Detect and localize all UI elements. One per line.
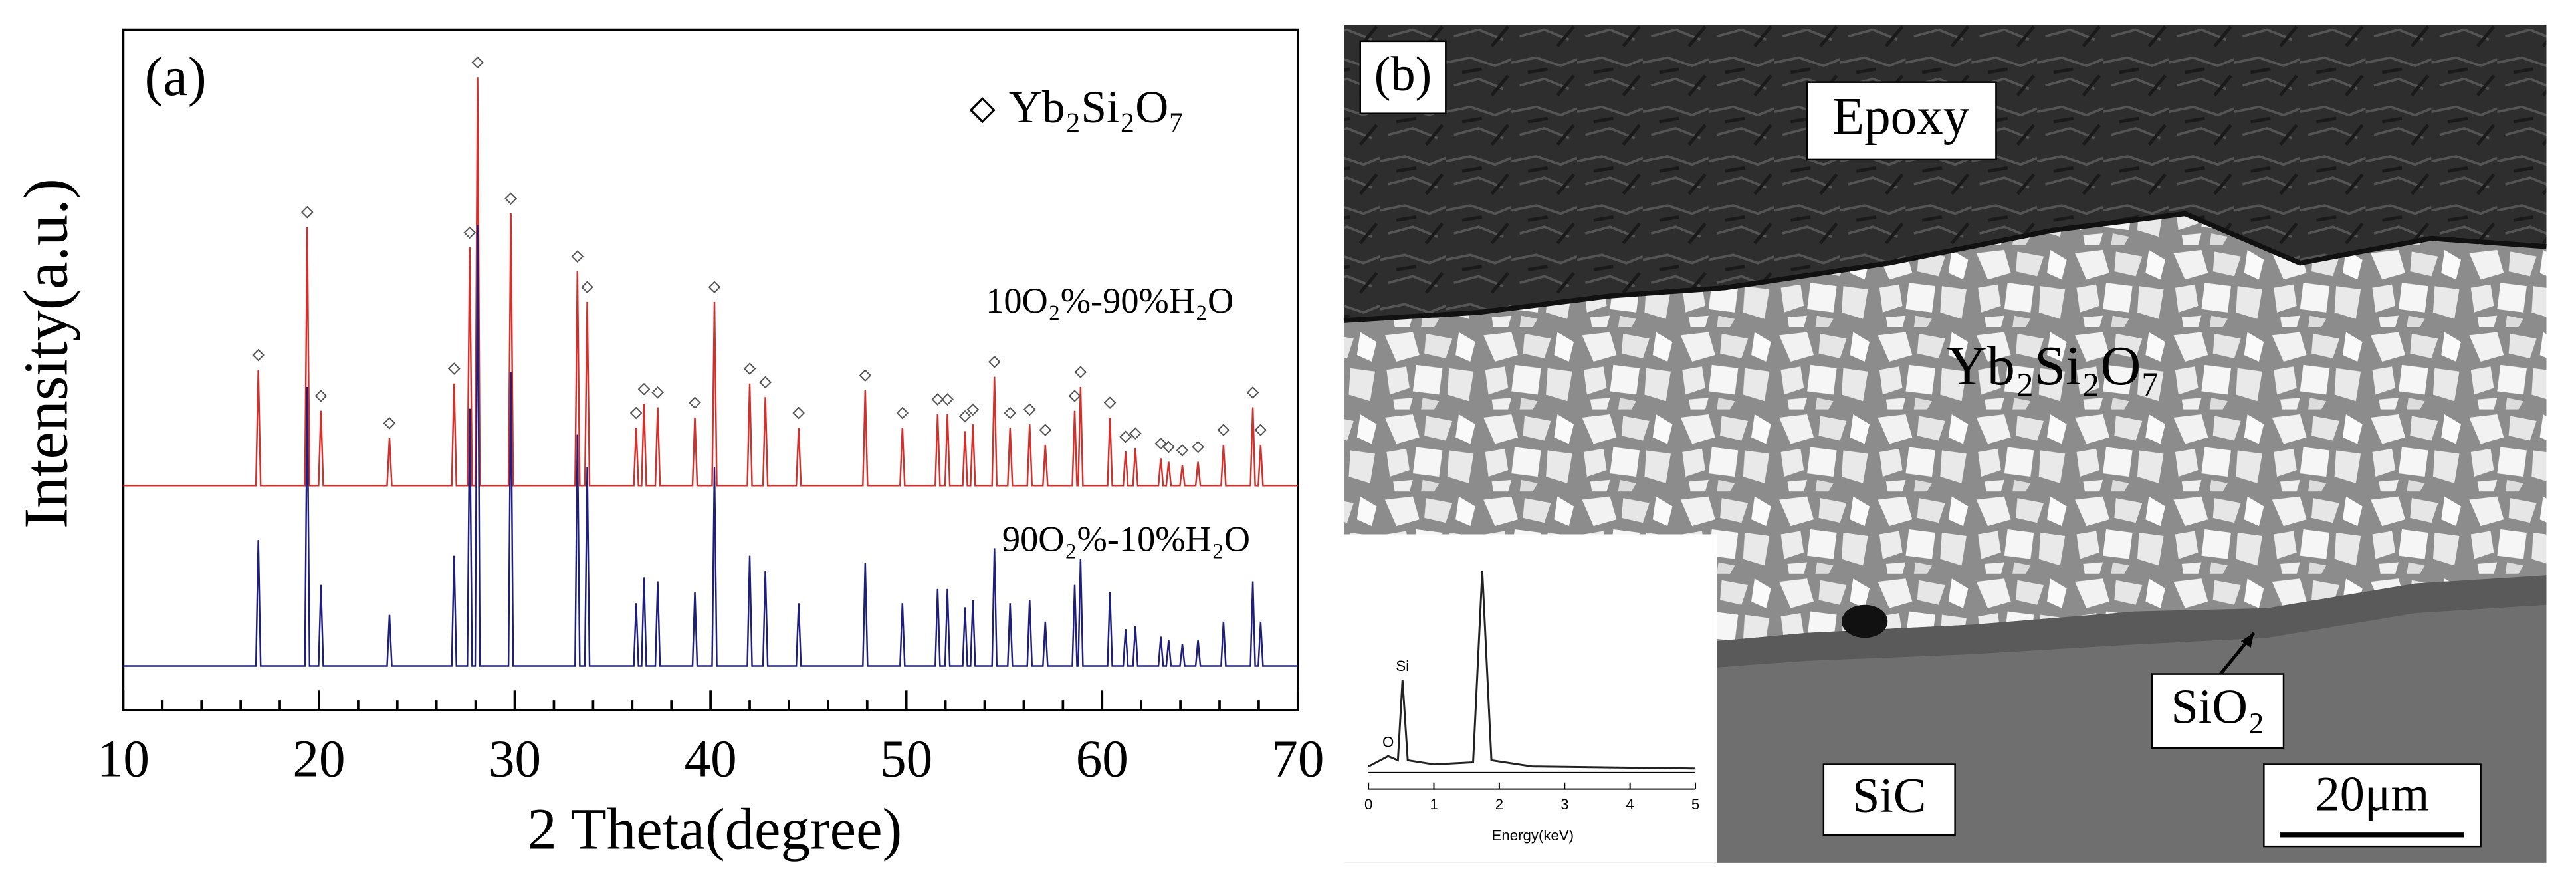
label-box <box>2151 673 2285 749</box>
peak-marker <box>252 348 265 362</box>
x-tick-label: 60 <box>1076 731 1128 789</box>
scale-bar-label: 20μm <box>2315 767 2430 821</box>
x-tick-label: 3 <box>1560 796 1568 813</box>
peak-marker <box>1103 396 1117 409</box>
peak-label: Si <box>1396 658 1409 674</box>
peak-marker <box>1217 424 1230 436</box>
peak-marker <box>300 205 314 219</box>
peak-marker <box>1162 440 1175 453</box>
peak-marker <box>637 382 651 396</box>
legend-marker <box>969 97 996 124</box>
x-axis-label: 2 Theta(degree) <box>527 797 902 862</box>
eds-inset <box>1344 534 1717 863</box>
peak-marker <box>792 406 805 420</box>
peak-marker <box>859 369 872 382</box>
x-tick-label: 10 <box>97 731 150 789</box>
series-line <box>1368 571 1696 770</box>
peak-marker <box>743 362 756 375</box>
sem-panel: (b) Epoxy Yb₂Si₂O₇ SiO₂ SiC 20μm Energy(… <box>1343 25 2547 863</box>
x-tick-label: 50 <box>880 731 932 789</box>
peak-marker <box>1254 424 1267 436</box>
pore <box>1842 604 1888 638</box>
x-tick-label: 1 <box>1430 796 1438 813</box>
series-label: 10O₂%-90%H₂O <box>986 281 1234 320</box>
label-box <box>1806 81 1997 161</box>
x-tick-label: 2 <box>1495 796 1503 813</box>
sio2-layer <box>1717 575 2547 668</box>
peak-marker <box>1176 444 1189 457</box>
peak-marker <box>1068 390 1081 402</box>
peak-marker <box>689 396 701 409</box>
series-label: 90O₂%-10%H₂O <box>1002 519 1250 559</box>
x-tick-label: 30 <box>488 731 541 789</box>
x-tick-label: 20 <box>292 731 345 789</box>
x-tick-label: 0 <box>1364 796 1372 813</box>
peak-marker <box>314 390 328 402</box>
peak-marker <box>941 393 954 406</box>
label-box <box>1359 40 1447 114</box>
peak-marker <box>571 250 584 263</box>
peak-marker <box>1246 386 1259 399</box>
peak-marker <box>651 386 664 399</box>
series-line <box>123 77 1298 487</box>
region-label: SiC <box>1852 769 1926 823</box>
x-tick-label: 70 <box>1271 731 1324 789</box>
peak-label: O <box>1382 733 1394 750</box>
xrd-panel: (a) 2 Theta(degree) Intensity(a.u.) Yb₂S… <box>12 28 1299 862</box>
peak-marker <box>896 406 909 420</box>
region-label: Yb₂Si₂O₇ <box>1947 335 2160 397</box>
peak-marker <box>1074 366 1087 378</box>
peak-marker <box>988 355 1001 368</box>
peak-marker <box>966 403 980 416</box>
peak-marker <box>1119 430 1132 444</box>
peak-marker <box>958 410 972 423</box>
arrow-head <box>2240 632 2254 648</box>
peak-marker <box>629 406 643 420</box>
peak-marker <box>471 56 484 69</box>
peak-marker <box>931 393 944 406</box>
label-box <box>1822 763 1956 836</box>
peak-marker <box>1039 424 1052 436</box>
peak-marker <box>447 362 461 375</box>
x-tick-label: 40 <box>685 731 737 789</box>
peak-marker <box>463 226 477 239</box>
region-label: SiO₂ <box>2171 680 2265 734</box>
panel-label: (b) <box>1374 47 1432 102</box>
x-tick-label: 5 <box>1691 796 1699 813</box>
x-axis-label: Energy(keV) <box>1492 827 1574 844</box>
epoxy-layer <box>1344 25 2547 321</box>
panel-label: (a) <box>145 46 207 108</box>
peak-marker <box>504 192 517 205</box>
peak-marker <box>1023 403 1036 416</box>
peak-marker <box>383 417 396 430</box>
region-label: Epoxy <box>1832 88 1970 146</box>
series-line <box>123 225 1298 667</box>
peak-marker <box>1129 427 1142 440</box>
x-tick-label: 4 <box>1626 796 1634 813</box>
peak-marker <box>1154 437 1167 450</box>
peak-marker <box>581 281 593 294</box>
peak-marker <box>708 281 721 294</box>
peak-marker <box>1004 406 1017 420</box>
crack <box>1343 211 2547 323</box>
peak-marker <box>1192 440 1204 453</box>
peak-marker <box>759 376 772 389</box>
y-axis-label: Intensity(a.u.) <box>12 178 81 529</box>
legend-label: Yb₂Si₂O₇ <box>1009 81 1185 132</box>
